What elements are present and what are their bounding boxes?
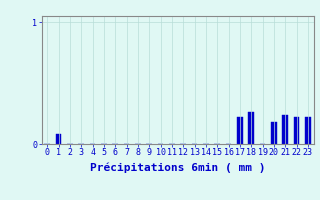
Bar [271, 122, 277, 144]
Bar [294, 117, 300, 144]
Bar [237, 117, 243, 144]
X-axis label: Précipitations 6min ( mm ): Précipitations 6min ( mm ) [90, 163, 265, 173]
Bar [283, 115, 288, 144]
Bar [248, 112, 254, 144]
Bar [305, 117, 311, 144]
Bar [56, 134, 61, 144]
